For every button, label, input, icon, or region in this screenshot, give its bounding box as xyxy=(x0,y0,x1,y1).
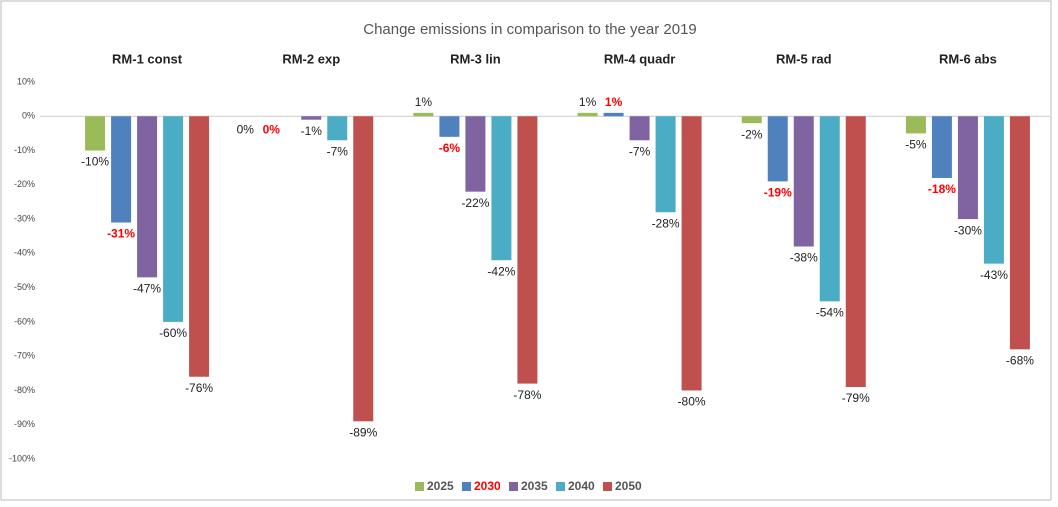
y-tick-label: 10% xyxy=(17,76,35,86)
bar xyxy=(465,116,486,192)
value-label: -31% xyxy=(107,227,135,241)
category-label: RM-3 lin xyxy=(450,51,501,66)
value-label: -5% xyxy=(905,138,927,152)
bar xyxy=(603,112,624,117)
value-label: -38% xyxy=(790,251,818,265)
value-label: -18% xyxy=(928,182,956,196)
legend-label: 2040 xyxy=(568,479,595,493)
value-label: -78% xyxy=(513,388,541,402)
y-tick-label: -10% xyxy=(14,145,35,155)
bar xyxy=(189,116,210,377)
value-label: -10% xyxy=(81,155,109,169)
bar xyxy=(1009,116,1030,350)
bar xyxy=(111,116,132,223)
legend-label: 2050 xyxy=(615,479,642,493)
bar xyxy=(301,116,322,120)
bar xyxy=(413,112,434,117)
value-label: -79% xyxy=(842,391,870,405)
bar xyxy=(845,116,866,388)
category-label: RM-1 const xyxy=(112,51,183,66)
bar xyxy=(353,116,374,422)
bar xyxy=(629,116,650,141)
bar xyxy=(681,116,702,391)
value-label: -1% xyxy=(301,124,323,138)
legend-swatch xyxy=(462,482,471,491)
bar xyxy=(741,116,762,124)
legend-label: 2030 xyxy=(474,479,501,493)
bar xyxy=(163,116,184,322)
value-label: -60% xyxy=(159,326,187,340)
category-label: RM-4 quadr xyxy=(604,51,676,66)
bar xyxy=(819,116,840,302)
bar xyxy=(439,116,460,137)
value-label: -54% xyxy=(816,306,844,320)
bar xyxy=(517,116,538,384)
bar xyxy=(137,116,158,278)
y-tick-label: -50% xyxy=(14,282,35,292)
bar xyxy=(655,116,676,213)
value-label: -42% xyxy=(487,264,515,278)
legend-label: 2025 xyxy=(427,479,454,493)
y-tick-label: -80% xyxy=(14,385,35,395)
bar xyxy=(957,116,978,220)
value-label: -47% xyxy=(133,282,161,296)
y-tick-label: -70% xyxy=(14,351,35,361)
y-tick-label: -100% xyxy=(9,453,35,463)
legend-swatch xyxy=(509,482,518,491)
bar xyxy=(905,116,926,134)
value-label: -30% xyxy=(954,223,982,237)
bar xyxy=(931,116,952,178)
value-label: 1% xyxy=(579,95,597,109)
legend-swatch xyxy=(415,482,424,491)
bar xyxy=(85,116,106,151)
value-label: -19% xyxy=(764,186,792,200)
category-label: RM-2 exp xyxy=(282,51,340,66)
value-label: -43% xyxy=(980,268,1008,282)
bar xyxy=(327,116,348,141)
legend-swatch xyxy=(556,482,565,491)
value-label: 0% xyxy=(263,122,281,136)
y-tick-label: -90% xyxy=(14,419,35,429)
value-label: -6% xyxy=(439,141,461,155)
value-label: -80% xyxy=(678,395,706,409)
value-label: -68% xyxy=(1006,353,1034,367)
value-label: 1% xyxy=(415,95,433,109)
value-label: -28% xyxy=(652,216,680,230)
value-label: -89% xyxy=(349,425,377,439)
y-tick-label: -20% xyxy=(14,179,35,189)
chart-title: Change emissions in comparison to the ye… xyxy=(363,21,697,38)
y-tick-label: -40% xyxy=(14,248,35,258)
legend-swatch xyxy=(603,482,612,491)
bar xyxy=(793,116,814,247)
value-label: -2% xyxy=(741,127,763,141)
bar xyxy=(577,112,598,117)
y-tick-label: 0% xyxy=(22,111,35,121)
y-tick-label: -60% xyxy=(14,316,35,326)
bar xyxy=(983,116,1004,264)
value-label: -76% xyxy=(185,381,213,395)
bar xyxy=(491,116,512,261)
category-label: RM-5 rad xyxy=(776,51,832,66)
value-label: -7% xyxy=(629,144,651,158)
bar xyxy=(767,116,788,182)
value-label: 0% xyxy=(237,122,255,136)
y-tick-label: -30% xyxy=(14,213,35,223)
value-label: -22% xyxy=(461,196,489,210)
value-label: -7% xyxy=(327,144,349,158)
legend-label: 2035 xyxy=(521,479,548,493)
value-label: 1% xyxy=(605,95,623,109)
category-label: RM-6 abs xyxy=(939,51,997,66)
